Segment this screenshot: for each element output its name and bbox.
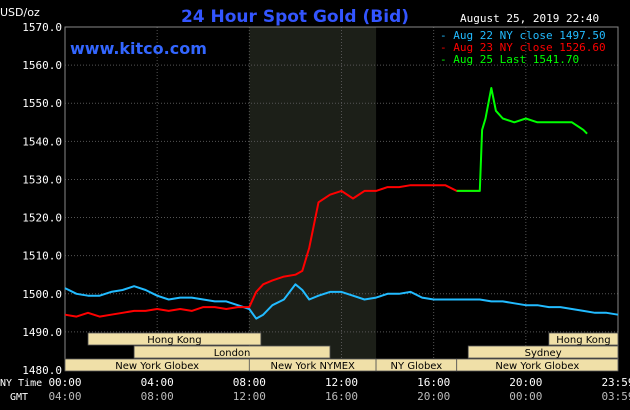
x-tick-label-gmt: 08:00 [141, 390, 174, 403]
series-line-1 [64, 283, 619, 320]
x-tick-label-gmt: 16:00 [325, 390, 358, 403]
session-bar [548, 332, 619, 346]
legend-aug23: - Aug 23 NY close 1526.60 [440, 41, 606, 54]
x-tick-label-ny: 20:00 [509, 376, 542, 389]
x-tick-label-ny: 16:00 [417, 376, 450, 389]
x-tick-label-ny: 00:00 [48, 376, 81, 389]
y-tick-label: 1540.0 [22, 135, 62, 148]
y-tick-label: 1560.0 [22, 59, 62, 72]
x-tick-label-gmt: 20:00 [417, 390, 450, 403]
timestamp: August 25, 2019 22:40 [460, 12, 599, 25]
legend-aug22: - Aug 22 NY close 1497.50 [440, 29, 606, 42]
session-label: Sydney [525, 348, 562, 359]
chart-title: 24 Hour Spot Gold (Bid) [181, 7, 409, 27]
y-tick-label: 1510.0 [22, 250, 62, 263]
x-tick-label-ny: 04:00 [141, 376, 174, 389]
legend-aug25: - Aug 25 Last 1541.70 [440, 53, 579, 66]
x-tick-label-ny: 08:00 [233, 376, 266, 389]
session-layer: Hong Kong Hong Kong London Sydney New York G… [64, 332, 619, 372]
x-tick-label-gmt: 03:59 [601, 390, 630, 403]
website-label[interactable]: www.kitco.com [70, 39, 207, 58]
ny-time-label: NY Time [0, 378, 42, 389]
series-layer [64, 87, 619, 320]
x-tick-label-gmt: 04:00 [48, 390, 81, 403]
session-label: New York NYMEX [271, 361, 356, 372]
unit-label: USD/oz [0, 6, 40, 19]
session-label: London [214, 348, 251, 359]
series-line-3 [456, 87, 588, 192]
session-label: NY Globex [391, 361, 443, 372]
nymex-session-band [249, 27, 377, 370]
session-bar [467, 345, 619, 359]
x-tick-label-gmt: 12:00 [233, 390, 266, 403]
x-tick-label-ny: 12:00 [325, 376, 358, 389]
axis-layer: 1570.0 1560.0 1550.0 1540.0 1530.0 1520.0 1510… [0, 21, 630, 403]
legend: - Aug 22 NY close 1497.50 - Aug 23 NY cl… [440, 29, 606, 66]
highlight-band-layer [249, 27, 377, 370]
session-label: New York Globex [115, 361, 199, 372]
x-tick-label-gmt: 00:00 [509, 390, 542, 403]
x-tick-label-ny: 23:59 [601, 376, 630, 389]
y-tick-label: 1520.0 [22, 212, 62, 225]
y-tick-label: 1570.0 [22, 21, 62, 34]
series-line-2 [64, 184, 480, 318]
y-tick-label: 1550.0 [22, 97, 62, 110]
session-label: New York Globex [495, 361, 579, 372]
y-tick-label: 1500.0 [22, 288, 62, 301]
session-label: Hong Kong [556, 335, 610, 346]
y-tick-label: 1530.0 [22, 173, 62, 186]
session-bar [133, 345, 331, 359]
session-label: Hong Kong [147, 335, 201, 346]
y-tick-label: 1480.0 [22, 364, 62, 377]
session-bar [456, 358, 619, 372]
gmt-label: GMT [10, 392, 28, 403]
session-bar [87, 332, 262, 346]
y-tick-label: 1490.0 [22, 326, 62, 339]
